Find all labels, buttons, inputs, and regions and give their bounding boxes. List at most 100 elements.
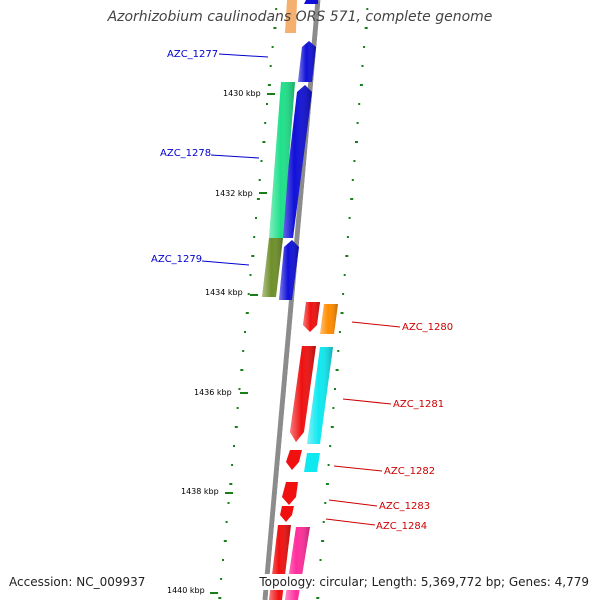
track-dot — [220, 578, 223, 580]
gene-label-azc-1282[interactable]: AZC_1282 — [384, 466, 435, 477]
shade-overlay — [290, 346, 316, 442]
track-dot — [234, 426, 238, 428]
track-dot — [269, 65, 272, 67]
gene-block-cyan-1282[interactable] — [304, 453, 320, 472]
track-dot — [346, 236, 349, 238]
track-dot — [364, 27, 368, 29]
tick-label-1440: 1440 kbp — [167, 586, 205, 595]
gene-block-blue-top[interactable] — [304, 0, 318, 4]
track-dot — [275, 8, 278, 10]
gene-label-azc-1283[interactable]: AZC_1283 — [379, 501, 430, 512]
track-dot — [332, 407, 335, 409]
gene-label-azc-1279[interactable]: AZC_1279 — [151, 254, 202, 265]
gene-label-azc-1281[interactable]: AZC_1281 — [393, 399, 444, 410]
gene-label-azc-1278[interactable]: AZC_1278 — [160, 148, 211, 159]
leader-line — [218, 53, 269, 58]
track-dot — [225, 521, 228, 523]
track-dot — [338, 331, 341, 333]
scale-ticks — [210, 93, 275, 594]
track-dot — [335, 369, 339, 371]
topology-text: Topology: circular; Length: 5,369,772 bp… — [258, 574, 590, 590]
track-dot — [329, 445, 332, 447]
leader-line — [333, 465, 383, 472]
leader-line — [351, 321, 401, 328]
track-dot — [262, 141, 266, 143]
gene-label-azc-1280[interactable]: AZC_1280 — [402, 322, 453, 333]
track-dot — [319, 559, 322, 561]
track-dot — [247, 293, 250, 295]
tick-label-1434: 1434 kbp — [205, 288, 243, 297]
track-dot — [359, 84, 363, 86]
dot-track-left — [218, 8, 278, 599]
forward-gene-labels — [201, 53, 269, 266]
track-dot — [218, 597, 222, 599]
track-dot — [251, 255, 255, 257]
dot-track-right — [316, 8, 369, 599]
track-dot — [355, 141, 358, 143]
scale-tick-labels: 1430 kbp 1432 kbp 1434 kbp 1436 kbp 1438… — [167, 89, 261, 595]
track-dot — [327, 464, 330, 466]
forward-strand-track — [279, 0, 318, 300]
track-dot — [264, 122, 267, 124]
track-dot — [361, 65, 364, 67]
track-dot — [223, 540, 227, 542]
track-dot — [340, 312, 344, 314]
track-dot — [356, 122, 359, 124]
shade-overlay — [307, 347, 333, 444]
gene-arrow-red-1282[interactable] — [286, 450, 302, 470]
reverse-gene-labels — [325, 321, 401, 526]
track-dot — [256, 198, 260, 200]
track-dot — [316, 597, 320, 599]
leader-line — [328, 499, 378, 507]
map-title: Azorhizobium caulinodans ORS 571, comple… — [107, 9, 493, 25]
accession-text: Accession: NC_009937 — [8, 574, 147, 590]
tick-label-1430: 1430 kbp — [223, 89, 261, 98]
shade-overlay — [303, 302, 320, 332]
track-dot — [366, 8, 369, 10]
shade-overlay — [280, 85, 312, 238]
track-dot — [260, 160, 263, 162]
track-dot — [233, 445, 235, 447]
track-dot — [350, 198, 354, 200]
track-dot — [358, 103, 361, 105]
leader-line — [342, 398, 392, 405]
track-dot — [231, 464, 234, 466]
track-dot — [227, 502, 230, 504]
tick-label-1438: 1438 kbp — [181, 487, 219, 496]
leader-line — [201, 260, 250, 266]
track-dot — [229, 483, 233, 485]
gene-arrow-red-1283[interactable] — [282, 482, 298, 505]
leader-line — [325, 518, 376, 526]
track-dot — [242, 350, 245, 352]
track-dot — [324, 502, 327, 504]
shade-overlay — [269, 82, 295, 238]
gene-arrow-red-1284[interactable] — [280, 506, 294, 522]
track-dot — [321, 540, 325, 542]
track-dot — [348, 217, 351, 219]
gene-block-peach-top[interactable] — [285, 0, 297, 33]
gene-label-azc-1277[interactable]: AZC_1277 — [167, 49, 218, 60]
shade-overlay — [298, 41, 316, 82]
track-dot — [330, 426, 334, 428]
track-dot — [334, 388, 336, 390]
gene-label-azc-1284[interactable]: AZC_1284 — [376, 521, 427, 532]
track-dot — [351, 179, 354, 181]
shade-overlay — [262, 238, 283, 297]
track-dot — [322, 521, 325, 523]
shade-overlay — [320, 304, 338, 334]
track-dot — [266, 103, 268, 105]
track-dot — [222, 559, 224, 561]
track-dot — [253, 236, 256, 238]
leader-line — [210, 154, 260, 159]
track-dot — [363, 46, 366, 48]
track-dot — [325, 483, 329, 485]
green-track — [262, 0, 297, 297]
track-dot — [337, 350, 340, 352]
track-dot — [342, 293, 345, 295]
shade-overlay — [279, 240, 299, 300]
track-dot — [238, 388, 241, 390]
track-dot — [273, 27, 277, 29]
track-dot — [244, 331, 246, 333]
backbone-line-inner — [267, 0, 322, 600]
